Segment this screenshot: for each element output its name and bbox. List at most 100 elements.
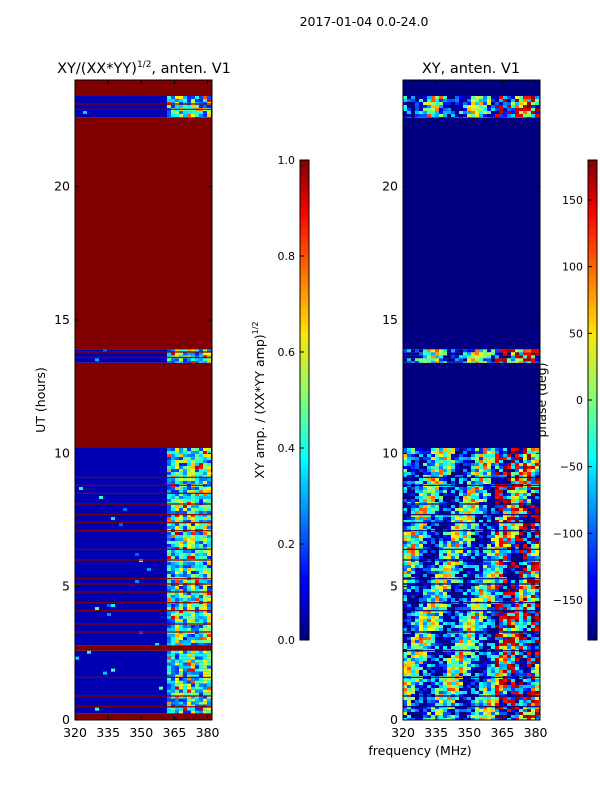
heatmap-cell (467, 463, 471, 466)
heatmap-cell (411, 613, 415, 616)
heatmap-cell (415, 508, 419, 511)
heatmap-cell (511, 463, 515, 466)
heatmap-cell (199, 668, 203, 672)
heatmap-cell (483, 99, 487, 102)
heatmap-cell (459, 111, 463, 114)
heatmap-cell (491, 102, 495, 105)
heatmap-cell (179, 532, 183, 535)
heatmap-cell (531, 469, 535, 472)
heatmap-cell (439, 108, 443, 111)
heatmap-cell (415, 592, 419, 595)
heatmap-cell (183, 680, 187, 684)
heatmap-cell (179, 689, 183, 693)
heatmap-cell (415, 493, 419, 496)
heatmap-cell (203, 454, 207, 457)
heatmap-cell (471, 349, 475, 353)
heatmap-cell (471, 589, 475, 592)
heatmap-cell (491, 526, 495, 529)
heatmap-cell (191, 692, 195, 696)
heatmap-cell (491, 493, 495, 496)
heatmap-cell (207, 574, 211, 577)
heatmap-cell (491, 685, 495, 688)
heatmap-cell (175, 698, 179, 702)
heatmap-cell (483, 481, 487, 484)
heatmap-cell (463, 451, 467, 454)
heatmap-cell (451, 589, 455, 592)
heatmap-cell (187, 634, 191, 637)
heatmap-cell (455, 538, 459, 541)
heatmap-cell (535, 580, 539, 583)
heatmap-cell (175, 496, 179, 499)
heatmap-cell (507, 697, 511, 700)
heatmap-cell (487, 457, 491, 460)
heatmap-cell (195, 677, 199, 681)
heatmap-cell (495, 532, 499, 535)
heatmap-cell (515, 475, 519, 478)
heatmap-cell (455, 586, 459, 589)
heatmap-cell (487, 358, 491, 362)
heatmap-cell (527, 592, 531, 595)
heatmap-cell (411, 709, 415, 712)
heatmap-cell (439, 628, 443, 631)
heatmap-cell (459, 520, 463, 523)
heatmap-cell (171, 448, 175, 451)
heatmap-cell (503, 538, 507, 541)
heatmap-cell (187, 707, 191, 711)
heatmap-cell (183, 586, 187, 589)
colorbar-tick-label: −100 (553, 527, 583, 540)
heatmap-cell (427, 637, 431, 640)
heatmap-cell (195, 653, 199, 657)
heatmap-cell (427, 514, 431, 517)
heatmap-cell (187, 451, 191, 454)
heatmap-cell (203, 656, 207, 660)
heatmap-cell (419, 604, 423, 607)
heatmap-cell (455, 718, 459, 720)
heatmap-cell (519, 610, 523, 613)
heatmap-cell (427, 541, 431, 544)
heatmap-cell (427, 658, 431, 661)
heatmap-cell (427, 102, 431, 105)
heatmap-cell (475, 634, 479, 637)
heatmap-cell (183, 634, 187, 637)
heatmap-cell (491, 451, 495, 454)
heatmap-cell (167, 547, 171, 550)
heatmap-cell (419, 637, 423, 640)
heatmap-cell (479, 640, 483, 643)
heatmap-cell (523, 538, 527, 541)
heatmap-cell (483, 463, 487, 466)
heatmap-cell (447, 715, 451, 718)
heatmap-cell (463, 571, 467, 574)
heatmap-cell (487, 111, 491, 114)
heatmap-cell (507, 532, 511, 535)
heatmap-cell (479, 685, 483, 688)
heatmap-cell (431, 487, 435, 490)
heatmap-cell (435, 469, 439, 472)
heatmap-cell (471, 487, 475, 490)
heatmap-cell (167, 114, 171, 117)
heatmap-cell (531, 589, 535, 592)
heatmap-cell (507, 568, 511, 571)
heatmap-cell (523, 517, 527, 520)
heatmap-cell (471, 643, 475, 646)
heatmap-cell (183, 496, 187, 499)
heatmap-cell (459, 349, 463, 353)
heatmap-cell (175, 490, 179, 493)
heatmap-cell (443, 655, 447, 658)
heatmap-cell (515, 571, 519, 574)
heatmap-cell (411, 526, 415, 529)
heatmap-cell (523, 478, 527, 481)
heatmap-cell (423, 637, 427, 640)
heatmap-cell (423, 652, 427, 655)
heatmap-cell (187, 701, 191, 705)
heatmap-cell (403, 658, 407, 661)
heatmap-cell (479, 358, 483, 362)
heatmap-cell (495, 463, 499, 466)
heatmap-cell (439, 688, 443, 691)
heatmap-cell (427, 99, 431, 102)
heatmap-cell (467, 565, 471, 568)
heatmap-cell (431, 358, 435, 362)
heatmap-cell (431, 526, 435, 529)
heatmap-cell (431, 463, 435, 466)
heatmap-cell (443, 105, 447, 108)
heatmap-cell (467, 490, 471, 493)
